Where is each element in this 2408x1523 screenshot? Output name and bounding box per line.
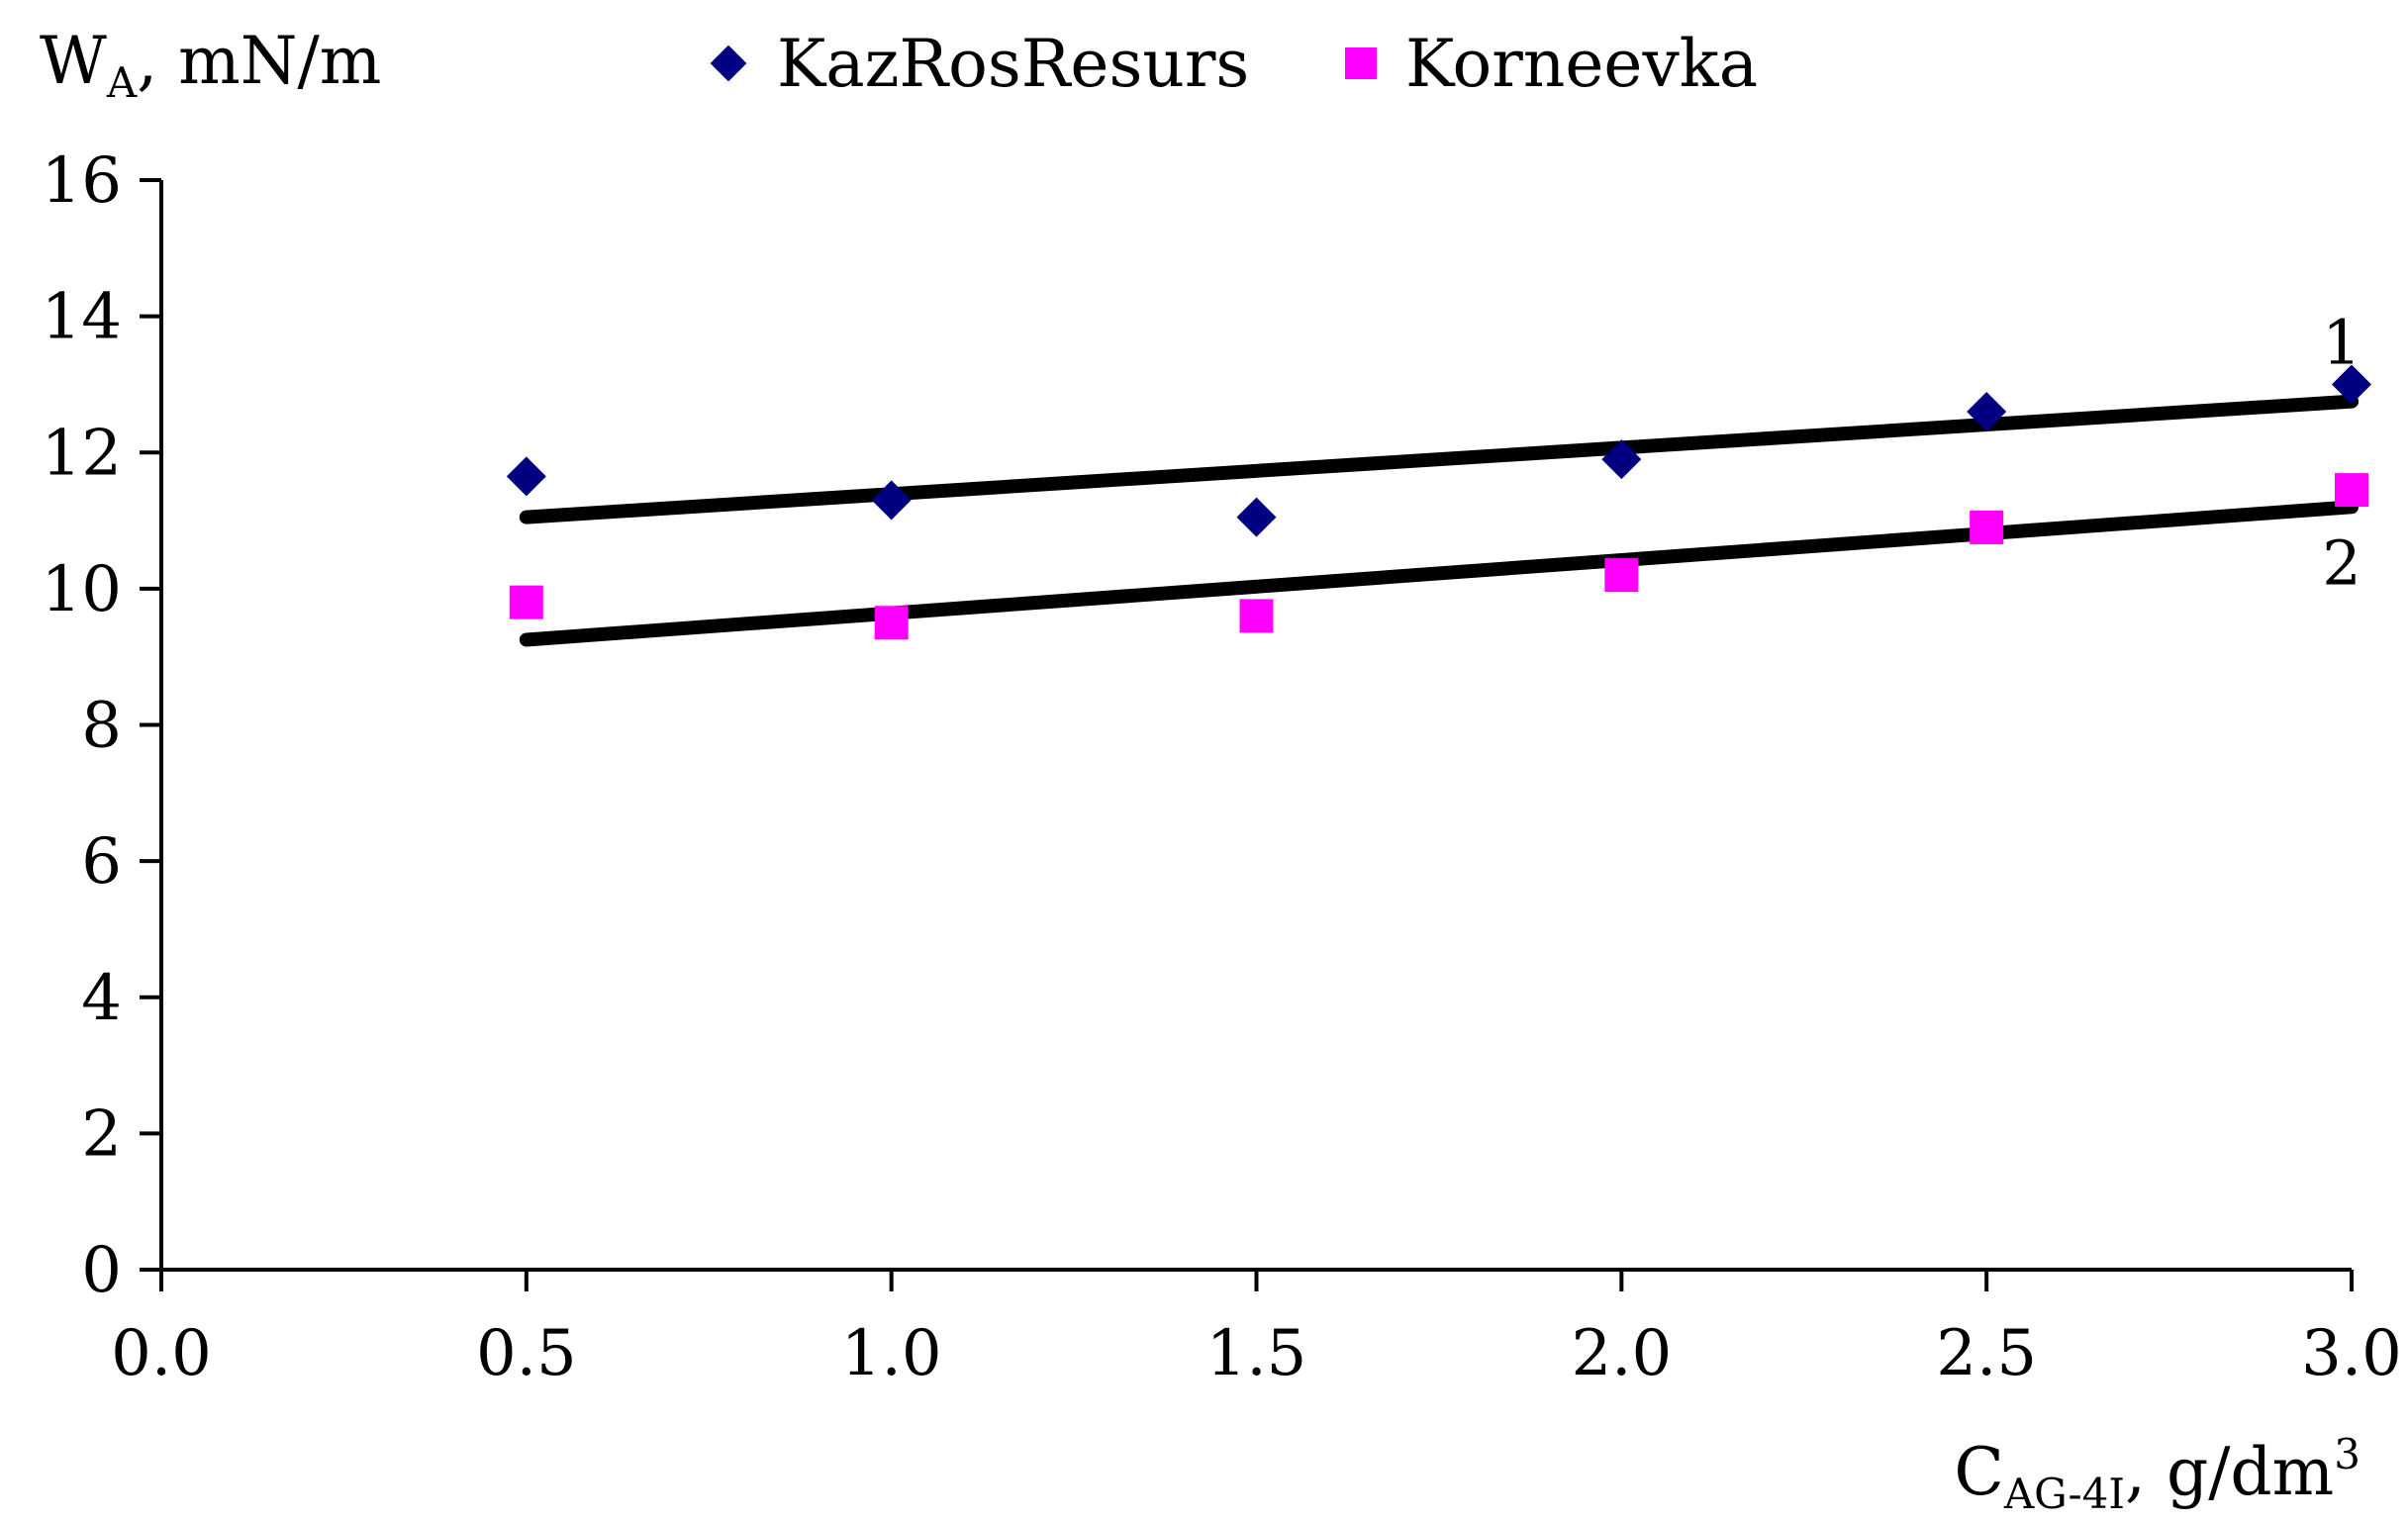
legend-label-korneevka: Korneevka: [1405, 26, 1758, 102]
legend-marker-kazrosresurs: [710, 45, 747, 82]
x-axis-title-rest: , g/dm: [2125, 1434, 2334, 1510]
x-tick-label: 2.0: [1571, 1317, 1672, 1390]
y-tick-label: 6: [81, 825, 122, 899]
x-axis-title: CAG-4I, g/dm3: [1954, 1430, 2360, 1518]
x-tick-label: 2.5: [1936, 1317, 2037, 1390]
y-tick-label: 10: [42, 553, 122, 626]
x-tick-label: 0.0: [111, 1317, 212, 1390]
point-kazrosresurs: [1601, 439, 1642, 480]
y-tick-label: 4: [81, 962, 122, 1035]
y-axis-title-sub: A: [106, 58, 138, 107]
y-tick-label: 0: [81, 1234, 122, 1307]
point-kazrosresurs: [506, 456, 546, 497]
point-korneevka: [509, 585, 543, 619]
y-axis-title-rest: , mN/m: [137, 23, 381, 99]
x-tick-label: 3.0: [2301, 1317, 2402, 1390]
point-kazrosresurs: [2332, 364, 2371, 405]
legend-label-kazrosresurs: KazRosResurs: [777, 26, 1249, 102]
y-tick-label: 14: [42, 281, 122, 354]
point-korneevka: [2335, 473, 2368, 508]
axes: [159, 180, 2352, 1272]
point-kazrosresurs: [1236, 497, 1277, 537]
x-axis-title-main: C: [1954, 1434, 2004, 1510]
point-korneevka: [874, 606, 909, 640]
x-tick-label: 1.5: [1206, 1317, 1307, 1390]
y-tick-label: 16: [42, 144, 122, 218]
curve-labels: 12: [2322, 307, 2360, 600]
y-tick-label: 2: [81, 1097, 122, 1171]
x-axis-title-sub: AG-4I: [2003, 1470, 2125, 1518]
data-points: [506, 364, 2371, 640]
point-korneevka: [1604, 558, 1639, 593]
y-tick-label: 12: [42, 417, 122, 490]
y-axis-title-main: W: [40, 23, 107, 99]
point-korneevka: [1239, 599, 1274, 633]
point-kazrosresurs: [1967, 391, 2007, 431]
legend: KazRosResurs Korneevka: [710, 26, 1758, 102]
y-ticks: 0 2 4 6 8 10 12 14 16: [42, 144, 161, 1307]
legend-marker-korneevka: [1345, 48, 1377, 79]
x-tick-label: 0.5: [476, 1317, 577, 1390]
curve-label-2: 2: [2322, 526, 2360, 599]
x-tick-label: 1.0: [841, 1317, 942, 1390]
x-axis-title-sup: 3: [2334, 1430, 2360, 1478]
y-axis-title: WA, mN/m: [40, 23, 381, 107]
trendline-1: [519, 394, 2359, 524]
point-kazrosresurs: [871, 480, 912, 521]
curve-label-1: 1: [2322, 307, 2360, 379]
point-korneevka: [1970, 510, 2004, 544]
y-tick-label: 8: [81, 690, 122, 763]
trendlines: [519, 394, 2359, 647]
trendline-2: [519, 500, 2359, 647]
x-ticks: 0.0 0.5 1.0 1.5 2.0 2.5 3.0: [111, 1270, 2402, 1390]
